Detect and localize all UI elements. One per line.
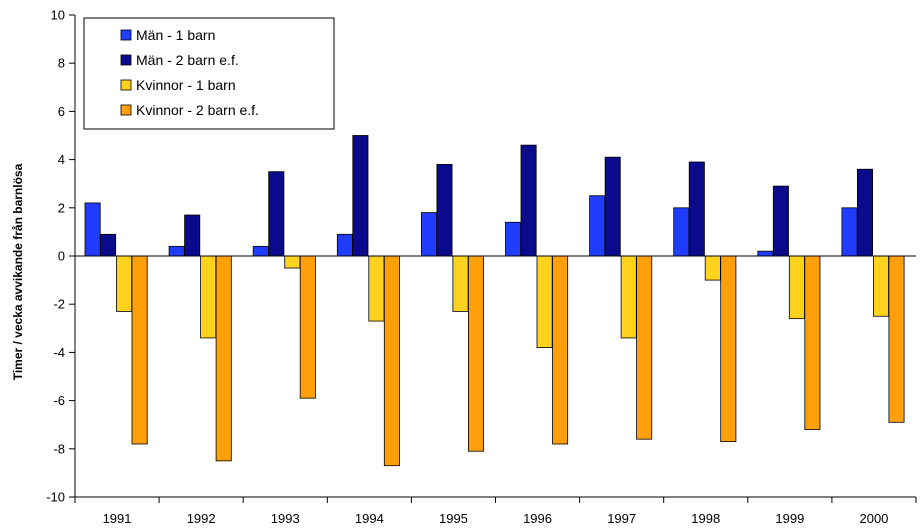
bar-1994-series-4 <box>383 255 400 467</box>
bar-1993-series-3 <box>284 255 301 269</box>
y-tick-label: -4 <box>53 345 65 360</box>
bar-1995-series-4 <box>467 255 484 452</box>
legend-swatch-1 <box>120 29 132 41</box>
bar-1993-series-4 <box>299 255 316 399</box>
y-tick-label: 10 <box>51 8 65 23</box>
y-tick-label: -2 <box>53 297 65 312</box>
bar-2000-series-2 <box>857 168 874 257</box>
bar-1995-series-1 <box>420 212 437 257</box>
bar-1991-series-1 <box>84 202 101 257</box>
bar-1998-series-4 <box>720 255 737 442</box>
legend-label-2: Män - 2 barn e.f. <box>136 52 239 68</box>
x-tick-label: 1998 <box>691 511 720 526</box>
legend-swatch-2 <box>120 54 132 66</box>
bar-1999-series-2 <box>772 185 789 257</box>
bar-1996-series-4 <box>552 255 569 445</box>
legend-label-3: Kvinnor - 1 barn <box>136 77 236 93</box>
bar-1994-series-3 <box>368 255 385 322</box>
legend-swatch-3 <box>120 79 132 91</box>
x-tick-label: 1999 <box>775 511 804 526</box>
bar-1991-series-2 <box>100 233 117 257</box>
y-tick-label: 4 <box>58 152 65 167</box>
bar-1992-series-1 <box>168 245 185 257</box>
legend-label-4: Kvinnor - 2 barn e.f. <box>136 102 259 118</box>
bar-1996-series-2 <box>520 144 537 257</box>
legend-swatch-4 <box>120 104 132 116</box>
x-tick-label: 1994 <box>355 511 384 526</box>
axes-group: 10 8 6 4 2 0 -2 -4 -6 -8 -10 1991 1992 1993 1994 1995 19… <box>46 8 917 526</box>
bar-1995-series-3 <box>452 255 469 312</box>
bar-2000-series-4 <box>888 255 905 423</box>
y-tick-label: -8 <box>53 441 65 456</box>
bar-1991-series-4 <box>131 255 148 445</box>
y-tick-label: -10 <box>46 490 65 505</box>
x-tick-label: 1996 <box>523 511 552 526</box>
bar-1999-series-1 <box>757 250 774 257</box>
bar-1997-series-1 <box>589 195 606 257</box>
legend: Män - 1 barn Män - 2 barn e.f. Kvinnor - 1… <box>83 17 335 130</box>
bar-1994-series-1 <box>336 233 353 257</box>
bar-2000-series-3 <box>873 255 890 317</box>
y-tick-label: -6 <box>53 393 65 408</box>
y-tick-label: 2 <box>58 200 65 215</box>
bar-1998-series-2 <box>688 161 705 257</box>
bar-1997-series-3 <box>620 255 637 339</box>
bar-1995-series-2 <box>436 164 453 257</box>
bar-1998-series-3 <box>704 255 721 281</box>
bar-1998-series-1 <box>673 207 690 257</box>
bar-1997-series-2 <box>604 156 621 257</box>
y-tick-label: 0 <box>58 249 65 264</box>
bar-1991-series-3 <box>116 255 133 312</box>
y-tick-label: 6 <box>58 104 65 119</box>
x-tick-label: 2000 <box>859 511 888 526</box>
bar-1999-series-4 <box>804 255 821 430</box>
bar-1992-series-2 <box>184 214 201 257</box>
x-tick-label: 1997 <box>607 511 636 526</box>
x-tick-label: 1991 <box>103 511 132 526</box>
x-tick-label: 1995 <box>439 511 468 526</box>
legend-label-1: Män - 1 barn <box>136 27 215 43</box>
bars-group <box>84 135 905 467</box>
y-tick-label: 8 <box>58 56 65 71</box>
x-tick-label: 1993 <box>271 511 300 526</box>
bar-1992-series-3 <box>200 255 217 339</box>
bar-1996-series-3 <box>536 255 553 348</box>
bar-1996-series-1 <box>505 221 522 257</box>
bar-2000-series-1 <box>841 207 858 257</box>
bar-1992-series-4 <box>215 255 232 462</box>
bar-1999-series-3 <box>788 255 805 320</box>
bar-1993-series-1 <box>252 245 269 257</box>
y-axis-label: Timer / vecka avvikande från barnlösa <box>11 163 25 380</box>
bar-1997-series-4 <box>636 255 653 440</box>
bar-1993-series-2 <box>268 171 285 257</box>
x-tick-label: 1992 <box>187 511 216 526</box>
bar-1994-series-2 <box>352 135 369 257</box>
